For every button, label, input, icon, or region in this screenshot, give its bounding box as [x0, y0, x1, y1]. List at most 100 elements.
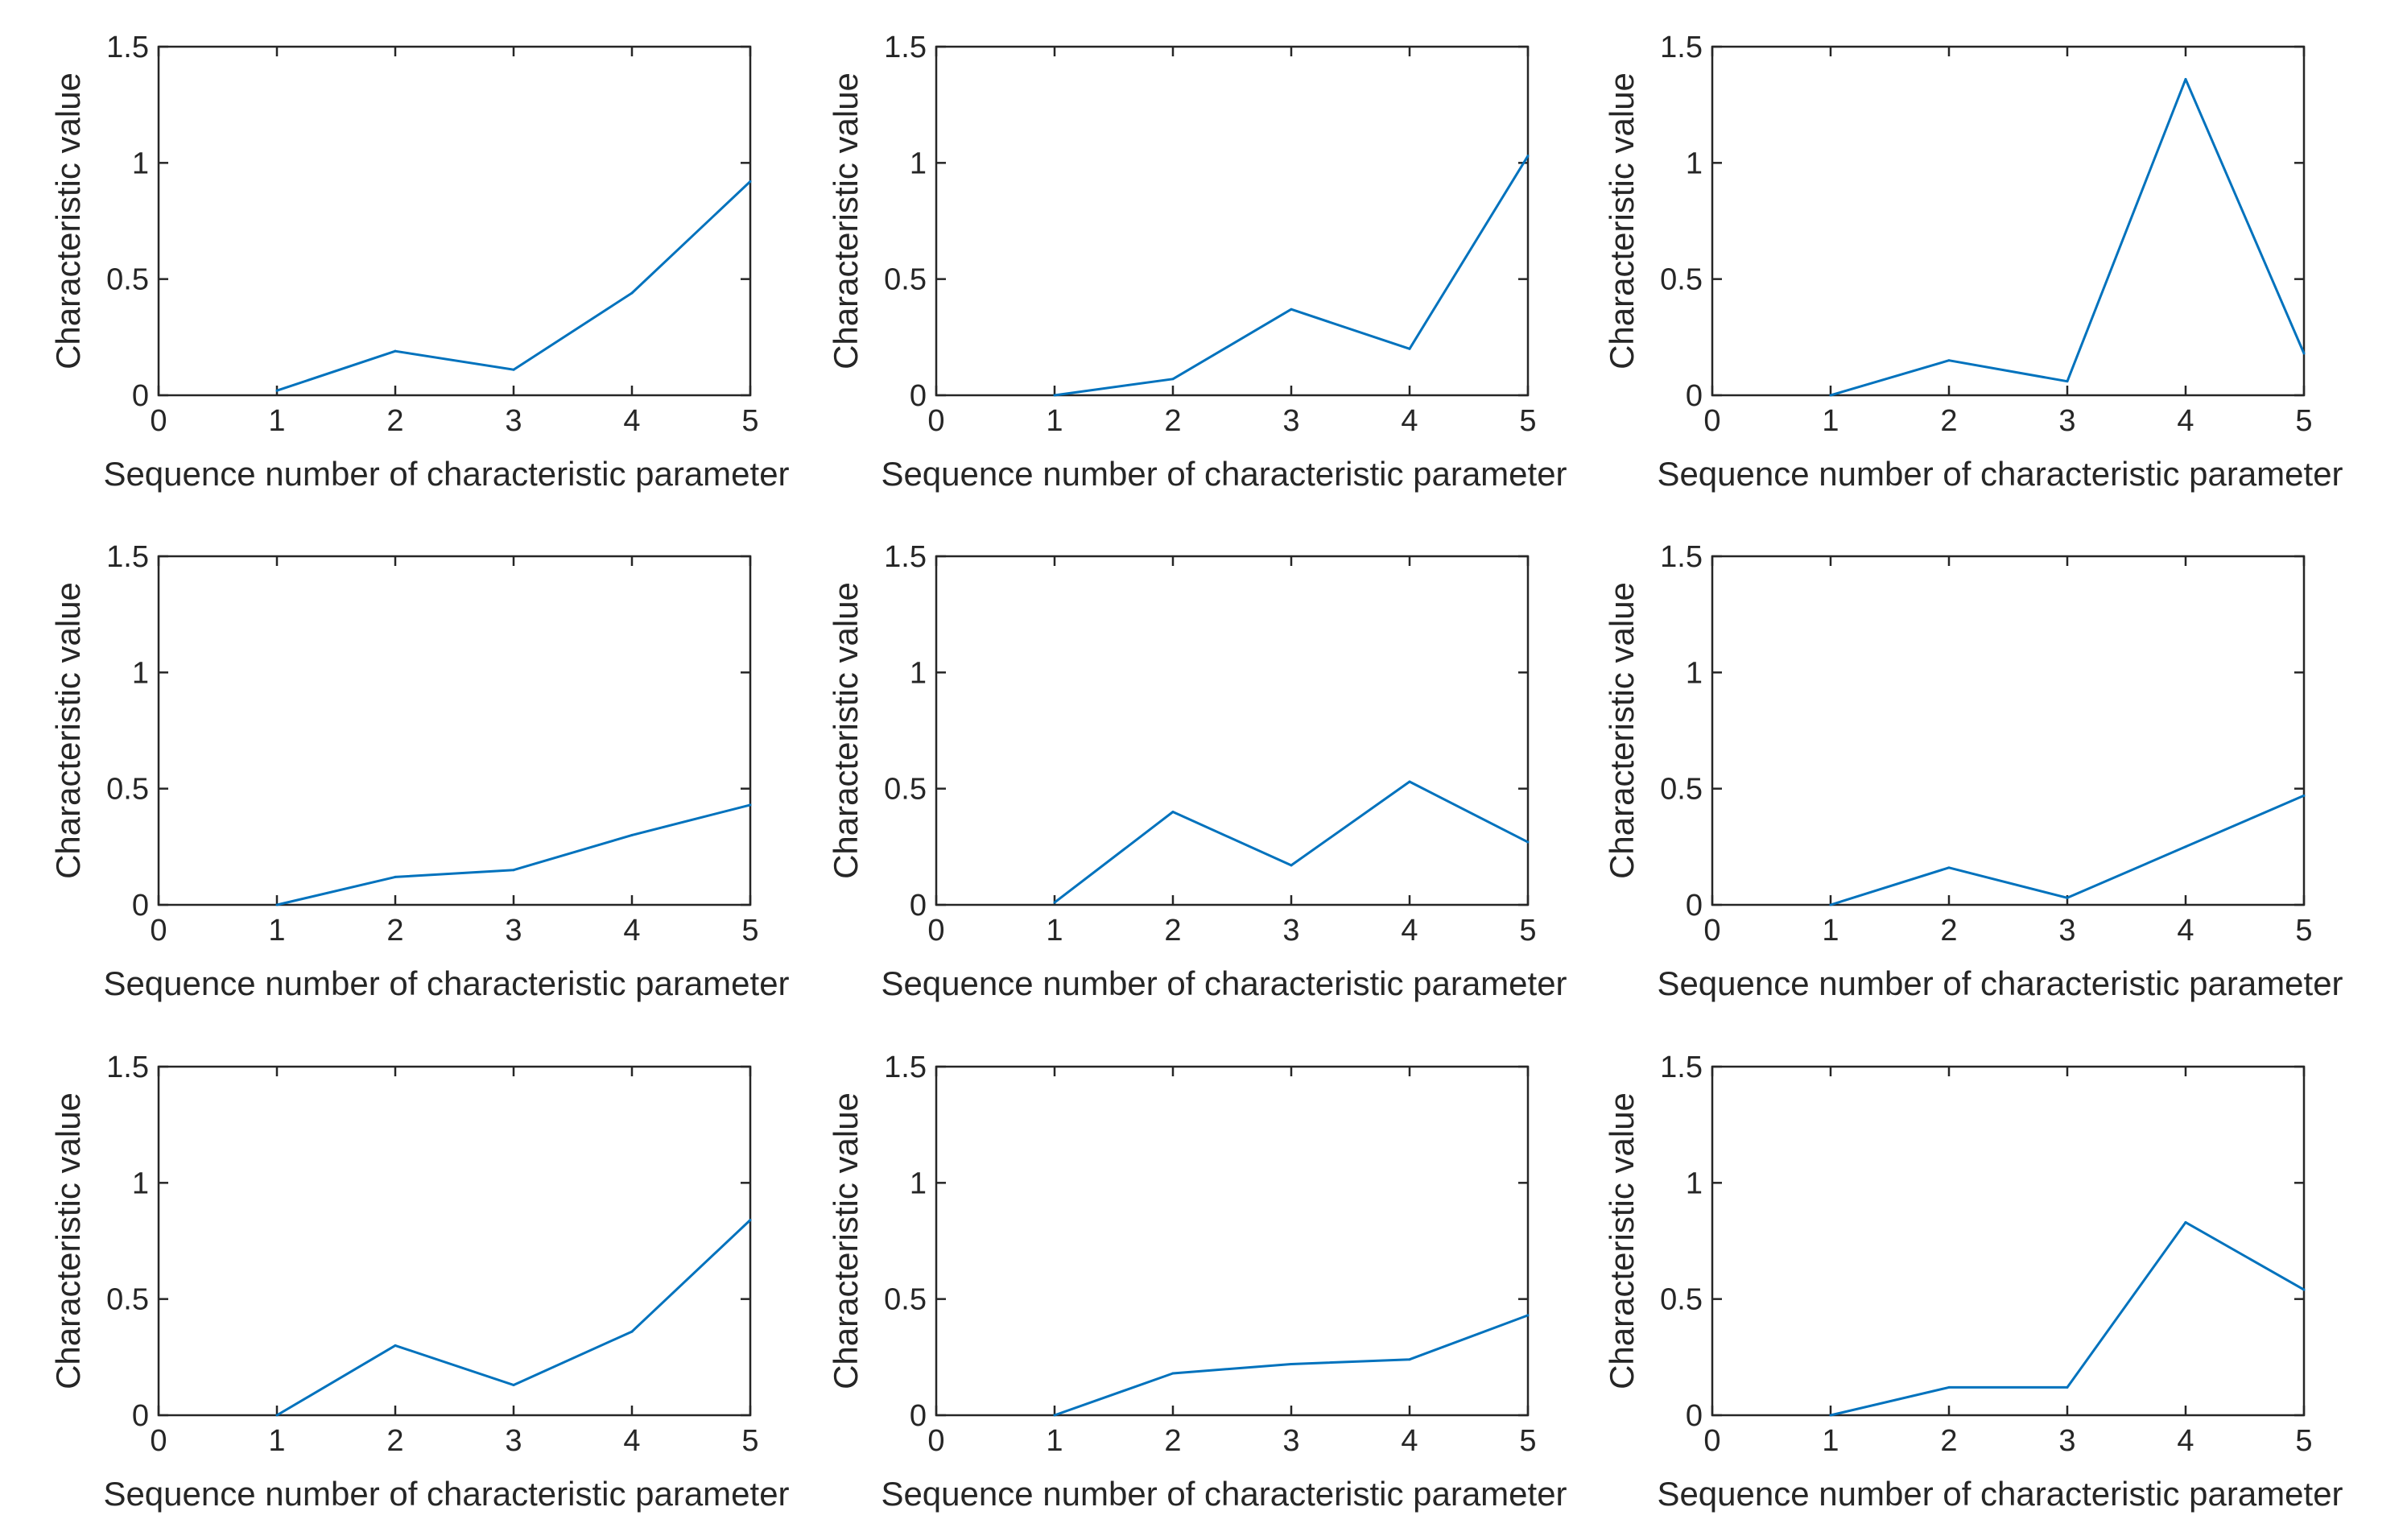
- x-tick-label: 0: [150, 1424, 167, 1458]
- y-tick-label: 0.5: [1660, 773, 1703, 807]
- data-point: [749, 1219, 752, 1222]
- data-point: [512, 869, 515, 872]
- data-point: [1053, 394, 1056, 397]
- data-point: [2066, 1385, 2069, 1389]
- y-tick-label: 0.5: [106, 773, 149, 807]
- y-tick-label: 1.5: [106, 31, 149, 64]
- data-point: [512, 368, 515, 371]
- x-tick-label: 0: [1703, 404, 1720, 438]
- x-tick-label: 0: [150, 914, 167, 948]
- y-tick-label: 1: [132, 656, 149, 690]
- y-tick-label: 1.5: [884, 540, 927, 574]
- y-tick-label: 0.5: [1660, 1283, 1703, 1317]
- x-axis-label: Sequence number of characteristic parame…: [103, 455, 789, 493]
- x-tick-label: 3: [1282, 1424, 1299, 1458]
- data-point: [749, 180, 752, 183]
- plot-frame: [935, 1065, 1530, 1417]
- y-tick-label: 0: [910, 379, 927, 413]
- chart-panel-5: 0 1 2 3 4 5 0 0.5 1 1.5 Sequence number of charact…: [827, 540, 1567, 1002]
- x-tick-label: 2: [1940, 1424, 1957, 1458]
- y-axis-label: Characteristic value: [49, 1092, 87, 1389]
- y-tick-label: 1: [1686, 1166, 1703, 1200]
- x-tick-label: 4: [2177, 404, 2194, 438]
- x-axis-label: Sequence number of characteristic parame…: [881, 1475, 1567, 1513]
- x-tick-label: 3: [2058, 404, 2075, 438]
- x-axis-label: Sequence number of characteristic parame…: [103, 1475, 789, 1513]
- chart-panel-6: 0 1 2 3 4 5 0 0.5 1 1.5 Sequence number of charact…: [1603, 540, 2343, 1002]
- x-axis-label: Sequence number of characteristic parame…: [1657, 964, 2343, 1002]
- x-tick-label: 5: [2295, 1424, 2312, 1458]
- y-tick-label: 0.5: [884, 773, 927, 807]
- y-tick-label: 1: [910, 147, 927, 180]
- data-point: [749, 803, 752, 807]
- x-tick-label: 3: [1282, 914, 1299, 948]
- y-tick-label: 0.5: [106, 263, 149, 297]
- plot-frame: [157, 555, 752, 906]
- data-point: [1526, 155, 1530, 158]
- x-axis-label: Sequence number of characteristic parame…: [881, 455, 1567, 493]
- y-axis-label: Characteristic value: [827, 582, 865, 879]
- data-point: [1947, 866, 1951, 869]
- plot-frame: [935, 45, 1530, 397]
- x-tick-label: 0: [927, 914, 944, 948]
- data-point: [394, 349, 397, 353]
- data-point: [1290, 864, 1293, 867]
- x-tick-label: 1: [268, 914, 285, 948]
- data-point: [1290, 308, 1293, 311]
- x-tick-label: 4: [623, 404, 640, 438]
- x-tick-label: 3: [1282, 404, 1299, 438]
- data-point: [630, 291, 634, 295]
- x-tick-label: 5: [741, 914, 758, 948]
- y-tick-label: 0.5: [1660, 263, 1703, 297]
- data-point: [275, 903, 279, 906]
- data-point: [1408, 1358, 1411, 1361]
- x-tick-label: 2: [1164, 1424, 1181, 1458]
- data-point: [1526, 840, 1530, 844]
- data-point: [1526, 1314, 1530, 1317]
- y-axis-label: Characteristic value: [49, 72, 87, 370]
- plot-frame: [157, 1065, 752, 1417]
- data-point: [1408, 780, 1411, 783]
- chart-panel-4: 0 1 2 3 4 5 0 0.5 1 1.5 Sequence number of charact…: [49, 540, 790, 1002]
- x-tick-label: 5: [741, 404, 758, 438]
- data-point: [275, 389, 279, 392]
- data-point: [1053, 1414, 1056, 1417]
- x-tick-label: 2: [1164, 404, 1181, 438]
- y-tick-label: 1.5: [106, 540, 149, 574]
- data-point: [1829, 1414, 1832, 1417]
- x-tick-label: 3: [505, 404, 522, 438]
- x-tick-label: 5: [2295, 404, 2312, 438]
- x-tick-label: 2: [1940, 914, 1957, 948]
- data-point: [2184, 77, 2187, 81]
- x-tick-label: 1: [1822, 1424, 1839, 1458]
- x-tick-label: 1: [268, 1424, 285, 1458]
- data-point: [512, 1383, 515, 1386]
- data-point: [1290, 1362, 1293, 1365]
- x-axis-label: Sequence number of characteristic parame…: [1657, 455, 2343, 493]
- x-axis-label: Sequence number of characteristic parame…: [881, 964, 1567, 1002]
- data-point: [1171, 811, 1175, 814]
- y-tick-label: 1.5: [1660, 1051, 1703, 1084]
- y-tick-label: 1.5: [1660, 31, 1703, 64]
- plot-frame: [1711, 1065, 2306, 1417]
- x-tick-label: 4: [2177, 1424, 2194, 1458]
- x-tick-label: 0: [927, 404, 944, 438]
- data-point: [1171, 1372, 1175, 1375]
- y-tick-label: 0: [1686, 889, 1703, 923]
- x-tick-label: 5: [741, 1424, 758, 1458]
- data-point: [1053, 901, 1056, 904]
- y-tick-label: 0: [910, 1399, 927, 1433]
- x-tick-label: 2: [386, 1424, 403, 1458]
- x-tick-label: 0: [1703, 914, 1720, 948]
- x-tick-label: 4: [1401, 404, 1418, 438]
- y-tick-label: 0: [1686, 379, 1703, 413]
- x-tick-label: 4: [1401, 914, 1418, 948]
- x-tick-label: 2: [1940, 404, 1957, 438]
- data-point: [630, 833, 634, 836]
- x-axis-label: Sequence number of characteristic parame…: [1657, 1475, 2343, 1513]
- x-tick-label: 4: [623, 1424, 640, 1458]
- y-tick-label: 1: [1686, 147, 1703, 180]
- x-tick-label: 3: [505, 914, 522, 948]
- x-tick-label: 1: [1046, 404, 1063, 438]
